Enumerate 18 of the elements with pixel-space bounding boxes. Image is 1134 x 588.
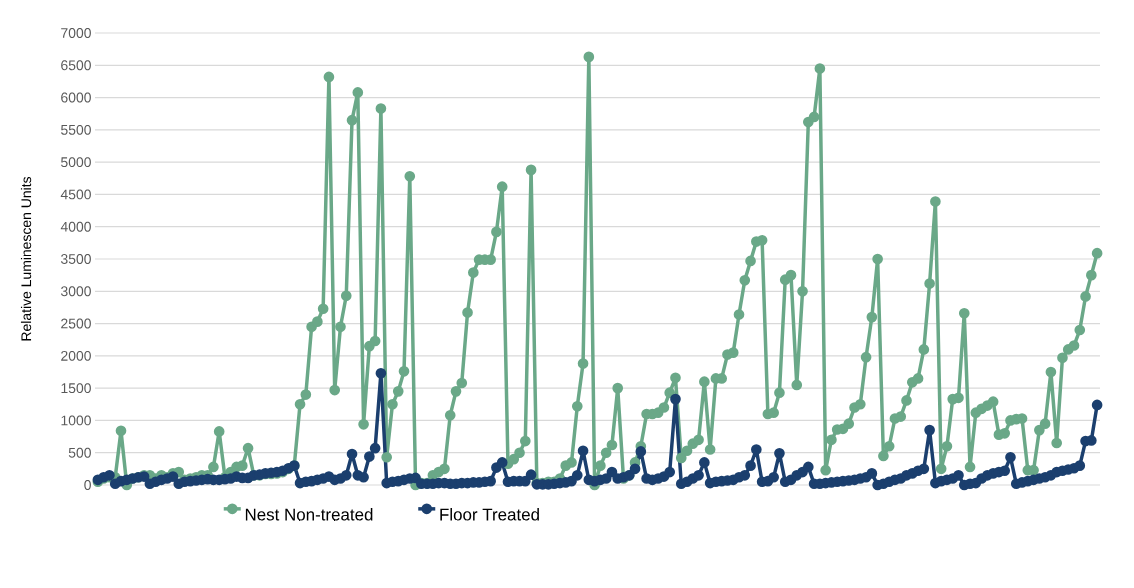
legend-label: Floor Treated <box>440 508 539 521</box>
y-tick-label: 5500 <box>61 124 91 135</box>
y-tick-label: 6500 <box>61 60 91 71</box>
y-tick-label: 1500 <box>61 383 91 394</box>
y-tick-label: 4500 <box>60 189 91 200</box>
y-tick-label: 2500 <box>61 318 91 329</box>
y-tick-label: 2000 <box>61 350 91 361</box>
y-tick-label: 4000 <box>60 221 91 232</box>
y-tick-label: 5000 <box>61 157 91 168</box>
y-tick-label: 500 <box>68 447 91 458</box>
y-tick-label: 6000 <box>61 92 91 103</box>
legend-label: Nest Non-treated <box>245 508 373 521</box>
y-tick-label: 3000 <box>60 286 91 297</box>
y-axis-title: Relative Luminescen Units <box>20 176 32 341</box>
y-tick-label: 0 <box>84 480 91 490</box>
y-tick-label: 1000 <box>61 415 91 426</box>
y-tick-label: 3500 <box>60 254 91 264</box>
y-tick-label: 7000 <box>61 28 91 38</box>
